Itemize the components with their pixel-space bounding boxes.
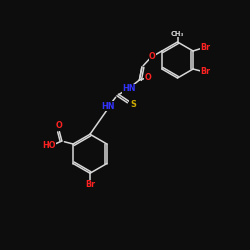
Text: O: O	[145, 73, 152, 82]
Text: HN: HN	[122, 84, 136, 93]
Text: Br: Br	[200, 67, 211, 76]
Text: O: O	[149, 52, 156, 61]
Text: Br: Br	[200, 44, 211, 52]
Text: CH₃: CH₃	[171, 31, 184, 37]
Text: Br: Br	[85, 180, 95, 189]
Text: HN: HN	[102, 102, 115, 111]
Text: HO: HO	[42, 141, 56, 150]
Text: S: S	[130, 100, 136, 109]
Text: O: O	[56, 122, 63, 130]
